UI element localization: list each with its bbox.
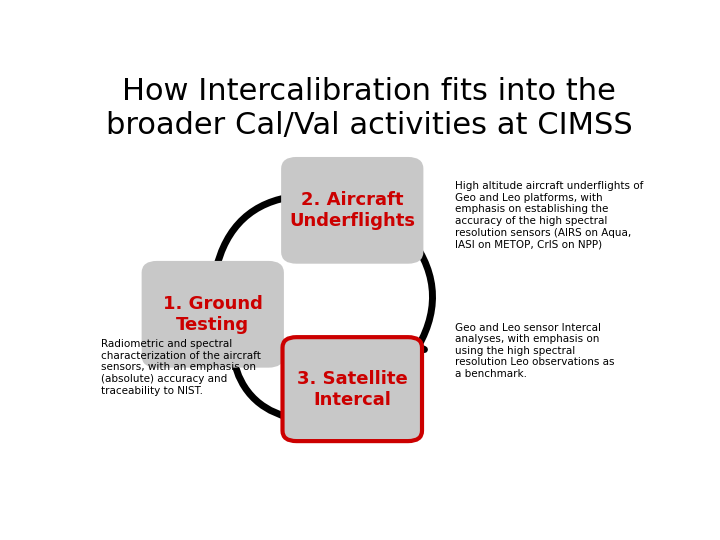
Text: 3. Satellite
Intercal: 3. Satellite Intercal — [297, 370, 408, 409]
Text: High altitude aircraft underflights of
Geo and Leo platforms, with
emphasis on e: High altitude aircraft underflights of G… — [456, 181, 644, 249]
FancyBboxPatch shape — [143, 262, 282, 366]
Text: 2. Aircraft
Underflights: 2. Aircraft Underflights — [289, 191, 415, 230]
Text: How Intercalibration fits into the
broader Cal/Val activities at CIMSS: How Intercalibration fits into the broad… — [106, 77, 632, 140]
FancyBboxPatch shape — [282, 337, 422, 441]
FancyBboxPatch shape — [282, 158, 422, 262]
Text: 1. Ground
Testing: 1. Ground Testing — [163, 295, 263, 334]
Text: Geo and Leo sensor Intercal
analyses, with emphasis on
using the high spectral
r: Geo and Leo sensor Intercal analyses, wi… — [456, 322, 615, 379]
Text: Radiometric and spectral
characterization of the aircraft
sensors, with an empha: Radiometric and spectral characterizatio… — [101, 339, 261, 396]
